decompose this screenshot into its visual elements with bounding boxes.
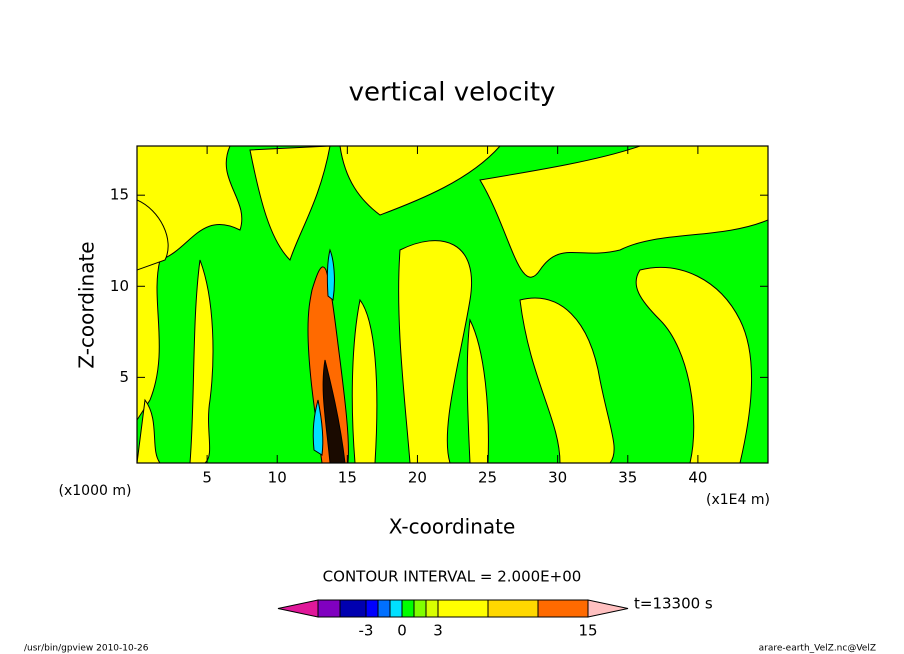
colorbar-box	[377, 599, 391, 618]
field-dense-contours	[322, 359, 346, 463]
x-tick-label: 25	[478, 469, 497, 487]
colorbar-box	[413, 599, 427, 618]
x-tick-label: 5	[202, 469, 212, 487]
field-yellow	[137, 146, 768, 463]
colorbar-triangle	[587, 599, 629, 618]
colorbar-tick-label: 0	[397, 622, 407, 640]
colorbar-box	[339, 599, 367, 618]
colorbar-box	[487, 599, 539, 618]
y-tick-label: 10	[110, 277, 129, 295]
x-tick-label: 15	[338, 469, 357, 487]
colorbar-box	[537, 599, 589, 618]
contour-field	[137, 146, 768, 463]
plot-frame	[136, 145, 769, 464]
chart-title: vertical velocity	[349, 78, 556, 108]
field-cyan	[326, 248, 335, 301]
colorbar-tick-label: 15	[578, 622, 597, 640]
x-unit-left: (x1000 m)	[59, 483, 132, 499]
colorbar-triangle	[277, 599, 319, 618]
time-label: t=13300 s	[634, 595, 713, 613]
colorbar-tick-label: -3	[359, 622, 374, 640]
colorbar-box	[437, 599, 489, 618]
x-axis-label: X-coordinate	[389, 515, 516, 539]
footer-left: /usr/bin/gpview 2010-10-26	[24, 644, 149, 654]
colorbar-box	[365, 599, 379, 618]
colorbar-box	[425, 599, 439, 618]
field-cyan	[312, 399, 324, 456]
contour-interval: CONTOUR INTERVAL = 2.000E+00	[323, 568, 582, 586]
y-tick-label: 15	[110, 186, 129, 204]
x-tick-label: 20	[408, 469, 427, 487]
x-tick-label: 40	[688, 469, 707, 487]
y-axis-label: Z-coordinate	[75, 241, 99, 368]
y-tick-label: 5	[119, 368, 129, 386]
x-tick-label: 10	[268, 469, 287, 487]
x-tick-label: 35	[618, 469, 637, 487]
x-tick-label: 30	[548, 469, 567, 487]
colorbar-box	[401, 599, 415, 618]
footer-right: arare-earth_VelZ.nc@VelZ	[759, 644, 876, 654]
colorbar-box	[317, 599, 341, 618]
colorbar-tick-label: 3	[433, 622, 443, 640]
colorbar-box	[389, 599, 403, 618]
x-unit-right: (x1E4 m)	[706, 492, 770, 508]
